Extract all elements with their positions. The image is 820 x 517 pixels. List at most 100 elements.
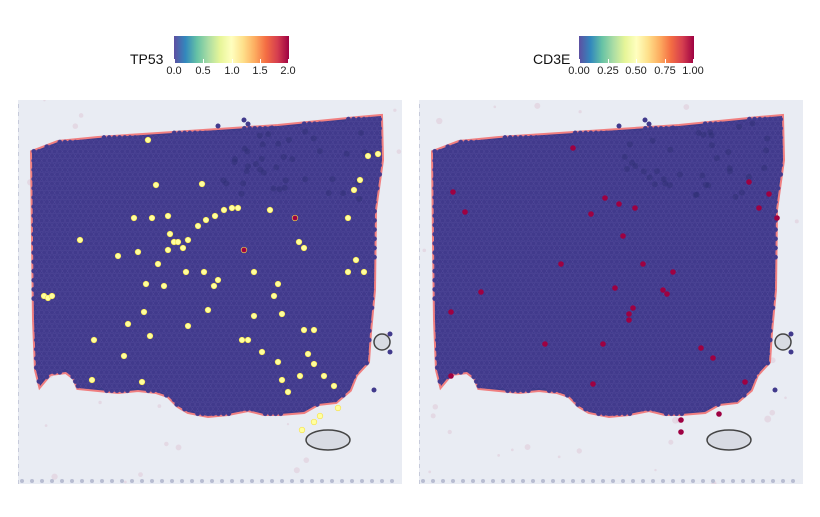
spot xyxy=(322,240,328,246)
spot xyxy=(314,254,320,260)
spot xyxy=(343,240,349,246)
spot xyxy=(312,250,318,256)
spot xyxy=(127,263,133,269)
spot xyxy=(588,167,594,173)
spot xyxy=(564,135,570,141)
spot xyxy=(234,130,240,136)
expression-spot xyxy=(152,181,160,189)
spot xyxy=(109,250,115,256)
tissue-debris xyxy=(164,441,169,447)
spot xyxy=(150,158,156,164)
spot xyxy=(223,277,229,283)
spot xyxy=(174,263,180,269)
spot xyxy=(358,296,364,302)
spot xyxy=(741,162,747,168)
spot xyxy=(661,176,667,182)
spot xyxy=(645,130,651,136)
spot xyxy=(583,139,589,145)
spot xyxy=(111,199,117,205)
spot xyxy=(301,121,307,127)
spot xyxy=(286,148,292,154)
spot xyxy=(345,374,351,380)
spot xyxy=(265,369,271,375)
spot xyxy=(577,176,583,182)
spot xyxy=(265,342,271,348)
spot xyxy=(218,240,224,246)
spot xyxy=(739,139,745,145)
spot xyxy=(234,250,240,256)
spot xyxy=(286,296,292,302)
spot xyxy=(184,355,190,361)
spot xyxy=(247,153,253,159)
tissue-texture xyxy=(316,148,323,155)
spot xyxy=(241,181,247,187)
spot xyxy=(122,254,128,260)
spot xyxy=(257,227,263,233)
spot xyxy=(184,199,190,205)
spot xyxy=(291,351,297,357)
spot xyxy=(358,360,364,366)
spot xyxy=(67,139,73,145)
spot xyxy=(345,328,351,334)
spot xyxy=(361,346,367,352)
spot xyxy=(148,355,154,361)
spot xyxy=(293,309,299,315)
spot xyxy=(127,227,133,233)
spot xyxy=(283,291,289,297)
spot xyxy=(132,144,138,150)
spot xyxy=(228,139,234,145)
spot xyxy=(72,296,78,302)
spot xyxy=(293,125,299,131)
spot xyxy=(273,144,279,150)
spot xyxy=(210,309,216,315)
spot xyxy=(718,167,724,173)
spot xyxy=(330,236,336,242)
spot xyxy=(96,181,102,187)
spot xyxy=(148,181,154,187)
spot xyxy=(239,369,245,375)
spot xyxy=(174,401,180,407)
spot xyxy=(111,144,117,150)
spot xyxy=(158,245,164,251)
spot xyxy=(332,351,338,357)
tissue-debris xyxy=(393,108,397,112)
spot xyxy=(247,236,253,242)
spot xyxy=(291,139,297,145)
spot xyxy=(306,286,312,292)
spot xyxy=(88,268,94,274)
spot xyxy=(244,268,250,274)
spot xyxy=(124,296,130,302)
spot xyxy=(226,355,232,361)
spot xyxy=(575,171,581,177)
spot xyxy=(301,378,307,384)
spot xyxy=(306,194,312,200)
tissue-debris xyxy=(44,424,48,427)
spot xyxy=(150,314,156,320)
spot xyxy=(273,254,279,260)
spot xyxy=(226,273,232,279)
spot xyxy=(215,337,221,343)
spot xyxy=(226,309,232,315)
spot xyxy=(210,383,216,389)
spot xyxy=(772,153,778,159)
spot xyxy=(713,176,719,182)
spot xyxy=(249,185,255,191)
spot xyxy=(184,227,190,233)
spot xyxy=(541,176,547,182)
spot xyxy=(713,148,719,154)
spot xyxy=(252,319,258,325)
spot xyxy=(41,176,47,182)
spot xyxy=(36,259,42,265)
spot xyxy=(348,139,354,145)
spot xyxy=(85,309,91,315)
spot xyxy=(291,240,297,246)
spot xyxy=(49,273,55,279)
spot xyxy=(244,139,250,145)
spot xyxy=(163,309,169,315)
spot xyxy=(340,273,346,279)
spot xyxy=(93,360,99,366)
spot xyxy=(205,273,211,279)
tissue-texture xyxy=(252,161,259,168)
spot xyxy=(772,135,778,141)
spot xyxy=(44,319,50,325)
